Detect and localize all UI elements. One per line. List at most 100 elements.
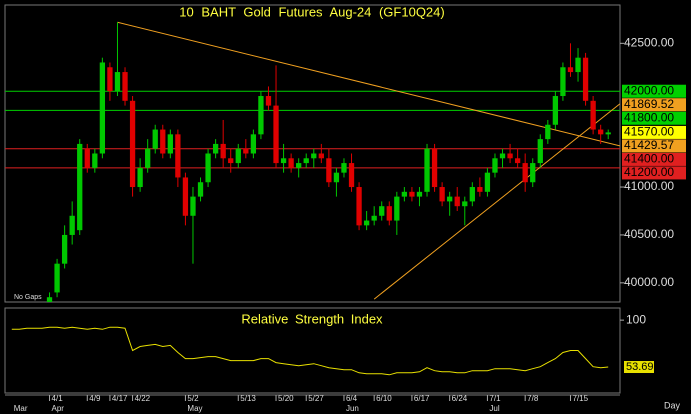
candle-body	[24, 345, 29, 359]
candle-body	[447, 196, 453, 202]
candle-body	[280, 158, 287, 164]
chart-title: 10 BAHT Gold Futures Aug-24 (GF10Q24)	[179, 4, 444, 19]
candle-body	[545, 124, 551, 140]
candle-body	[605, 132, 611, 135]
candle-body	[296, 163, 302, 168]
candle-body	[39, 316, 44, 335]
level-label: 41800.00	[624, 110, 674, 124]
candle-body	[228, 158, 234, 164]
y-tick-label: 40500.00	[624, 227, 674, 241]
x-tick-label: 6/4	[346, 394, 358, 403]
trendline-label-box	[622, 139, 686, 153]
candle-body	[484, 172, 491, 192]
month-label: Apr	[52, 404, 65, 413]
x-tick-label: 4/1	[52, 394, 64, 403]
candle-body	[530, 163, 536, 183]
candle-body	[590, 100, 596, 130]
trendline-label: 41429.57	[624, 138, 674, 152]
candle-body	[499, 153, 506, 159]
candle-body	[560, 67, 566, 97]
candle-body	[363, 220, 370, 226]
candle-body	[454, 196, 460, 207]
candle-body	[54, 263, 60, 293]
candle-body	[145, 148, 151, 168]
candle-body	[356, 187, 362, 226]
candle-body	[99, 62, 106, 154]
y-tick-label: 40000.00	[624, 275, 674, 289]
candle-body	[348, 163, 355, 188]
candle-body	[182, 177, 189, 216]
x-tick-label: 5/20	[278, 394, 294, 403]
trendline	[373, 103, 620, 300]
candle-body	[129, 100, 136, 188]
x-tick-label: 4/22	[135, 394, 151, 403]
candle-body	[197, 182, 204, 197]
y-tick-label: 100	[626, 312, 646, 326]
candle-body	[311, 153, 317, 159]
candle-body	[303, 158, 309, 164]
candle-body	[167, 134, 173, 154]
candle-body	[235, 148, 241, 164]
trendline-label: 41869.52	[624, 97, 674, 111]
level-label-box	[622, 166, 686, 180]
candle-body	[220, 143, 226, 159]
candle-body	[341, 163, 347, 173]
candle-body	[582, 57, 589, 101]
price-panel	[4, 4, 621, 303]
candle-body	[386, 206, 392, 221]
note: No Gaps	[14, 294, 42, 301]
candle-body	[507, 153, 513, 159]
price-plot	[5, 21, 620, 359]
rsi-last-label: 53.69	[626, 361, 654, 373]
y-tick-label: 41000.00	[624, 179, 674, 193]
x-axis-label: Day	[664, 400, 681, 410]
candle-body	[243, 148, 249, 154]
candle-body	[122, 72, 128, 101]
rsi-plot	[11, 326, 609, 376]
last-price-label: 41570.00	[624, 125, 674, 139]
candle-body	[273, 105, 279, 164]
x-tick-label: 7/1	[489, 394, 501, 403]
x-tick-label: 6/17	[414, 394, 430, 403]
candle-body	[431, 148, 438, 188]
candle-body	[409, 191, 415, 197]
candle-body	[537, 139, 543, 164]
candle-body	[137, 167, 143, 188]
y-tick-label: 42500.00	[624, 35, 674, 49]
candle-body	[326, 158, 332, 183]
candle-body	[333, 172, 340, 183]
level-label-box	[622, 111, 686, 125]
level-label: 42000.00	[624, 83, 674, 97]
candle-body	[379, 206, 385, 216]
level-label-box	[622, 84, 686, 98]
candle-body	[567, 67, 574, 73]
candle-body	[469, 187, 475, 202]
candle-body	[288, 158, 294, 168]
candle-body	[394, 196, 400, 221]
x-tick-label: 6/10	[376, 394, 392, 403]
candle-body	[258, 96, 264, 135]
candle-body	[46, 297, 53, 302]
rsi-title: Relative Strength Index	[241, 311, 383, 326]
rsi-last-box	[624, 361, 654, 374]
candle-body	[318, 153, 324, 159]
candle-body	[32, 336, 37, 346]
candle-body	[401, 191, 408, 197]
candle-body	[371, 215, 377, 221]
x-tick-label: 5/2	[187, 394, 199, 403]
level-label: 41200.00	[624, 165, 674, 179]
rsi-panel	[4, 307, 621, 394]
candle-body	[61, 234, 68, 264]
last-price-label-box	[622, 125, 686, 139]
candle-body	[84, 148, 90, 168]
candle-body	[152, 129, 158, 149]
candle-body	[522, 163, 528, 183]
candle-body	[77, 143, 83, 231]
x-tick-label: 5/27	[308, 394, 324, 403]
candle-body	[160, 129, 166, 154]
candle-body	[598, 129, 604, 135]
candle-body	[552, 96, 559, 125]
candle-body	[250, 134, 257, 154]
candle-body	[107, 67, 113, 92]
level-label-box	[622, 152, 686, 166]
